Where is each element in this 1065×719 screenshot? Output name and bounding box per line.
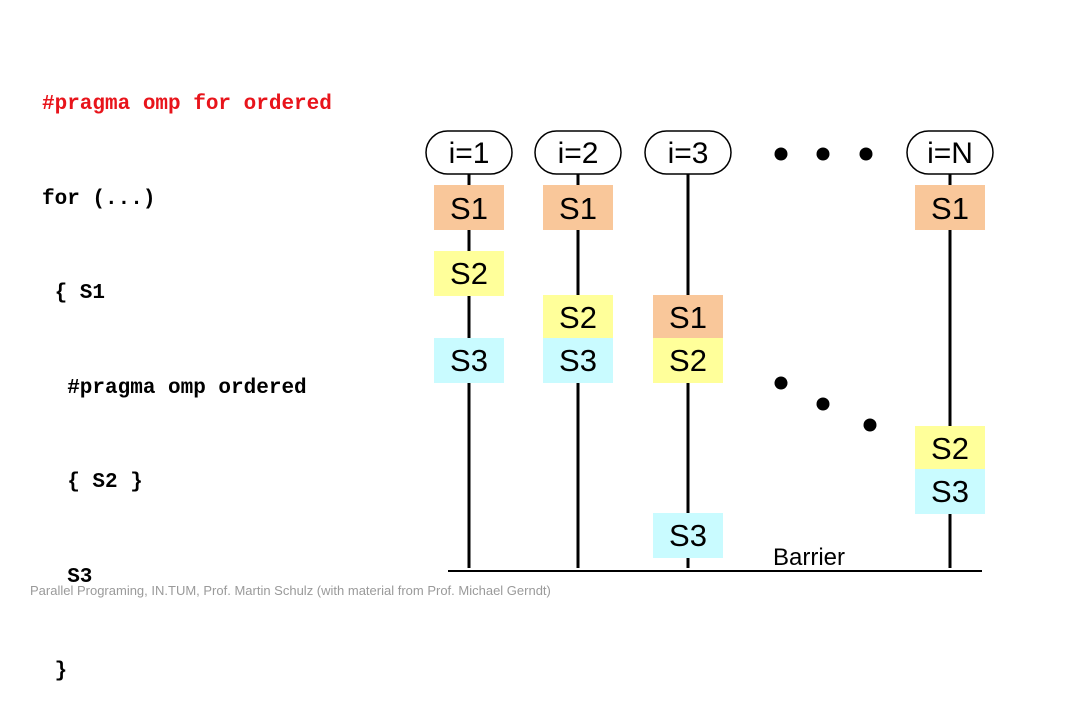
iteration-label: i=N — [927, 137, 973, 170]
statement-s1-iterN: S1 — [915, 185, 985, 230]
statement-s2-iter1: S2 — [434, 251, 504, 296]
statement-label: S2 — [931, 431, 969, 466]
statement-label: S3 — [669, 518, 707, 553]
statement-s3-iter3: S3 — [653, 513, 723, 558]
iteration-header-2: i=2 — [534, 130, 622, 175]
slide-footer: Parallel Programing, IN.TUM, Prof. Marti… — [30, 583, 551, 598]
iteration-label: i=2 — [558, 137, 599, 170]
statement-s3-iter2: S3 — [543, 338, 613, 383]
code-line: } — [42, 660, 68, 683]
code-listing: #pragma omp for ordered for (...) { S1 #… — [42, 26, 332, 719]
statement-s1-iter1: S1 — [434, 185, 504, 230]
statement-label: S3 — [931, 474, 969, 509]
statement-label: S1 — [669, 300, 707, 335]
iteration-header-3: i=3 — [644, 130, 732, 175]
statement-label: S2 — [669, 343, 707, 378]
statement-s2-iter3: S2 — [653, 338, 723, 383]
code-line: { S2 } — [42, 471, 143, 494]
statement-label: S3 — [450, 343, 488, 378]
statement-s2-iter2: S2 — [543, 295, 613, 340]
code-line: for (...) — [42, 187, 156, 211]
statement-label: S2 — [450, 256, 488, 291]
statement-s2-iterN: S2 — [915, 426, 985, 471]
statement-s1-iter3: S1 — [653, 295, 723, 340]
ordered-execution-diagram: Barrier i=1 i=2 i=3 i=N S1 S2 S3 — [425, 130, 994, 572]
statement-label: S3 — [559, 343, 597, 378]
code-line: #pragma omp ordered — [42, 376, 307, 400]
code-line: S3 — [42, 565, 93, 589]
iteration-label: i=1 — [449, 137, 490, 170]
iteration-header-n: i=N — [906, 130, 994, 175]
statement-label: S1 — [450, 191, 488, 226]
statement-label: S1 — [559, 191, 597, 226]
code-line: #pragma omp for ordered — [42, 93, 332, 116]
diagonal-ellipsis-icon — [774, 376, 877, 432]
barrier-label: Barrier — [773, 544, 845, 571]
iteration-label: i=3 — [668, 137, 709, 170]
iteration-header-1: i=1 — [425, 130, 513, 175]
statement-label: S2 — [559, 300, 597, 335]
statement-label: S1 — [931, 191, 969, 226]
statement-s1-iter2: S1 — [543, 185, 613, 230]
statement-s3-iter1: S3 — [434, 338, 504, 383]
statement-s3-iterN: S3 — [915, 469, 985, 514]
code-line: { S1 — [42, 282, 106, 305]
horizontal-ellipsis-icon — [774, 147, 873, 161]
